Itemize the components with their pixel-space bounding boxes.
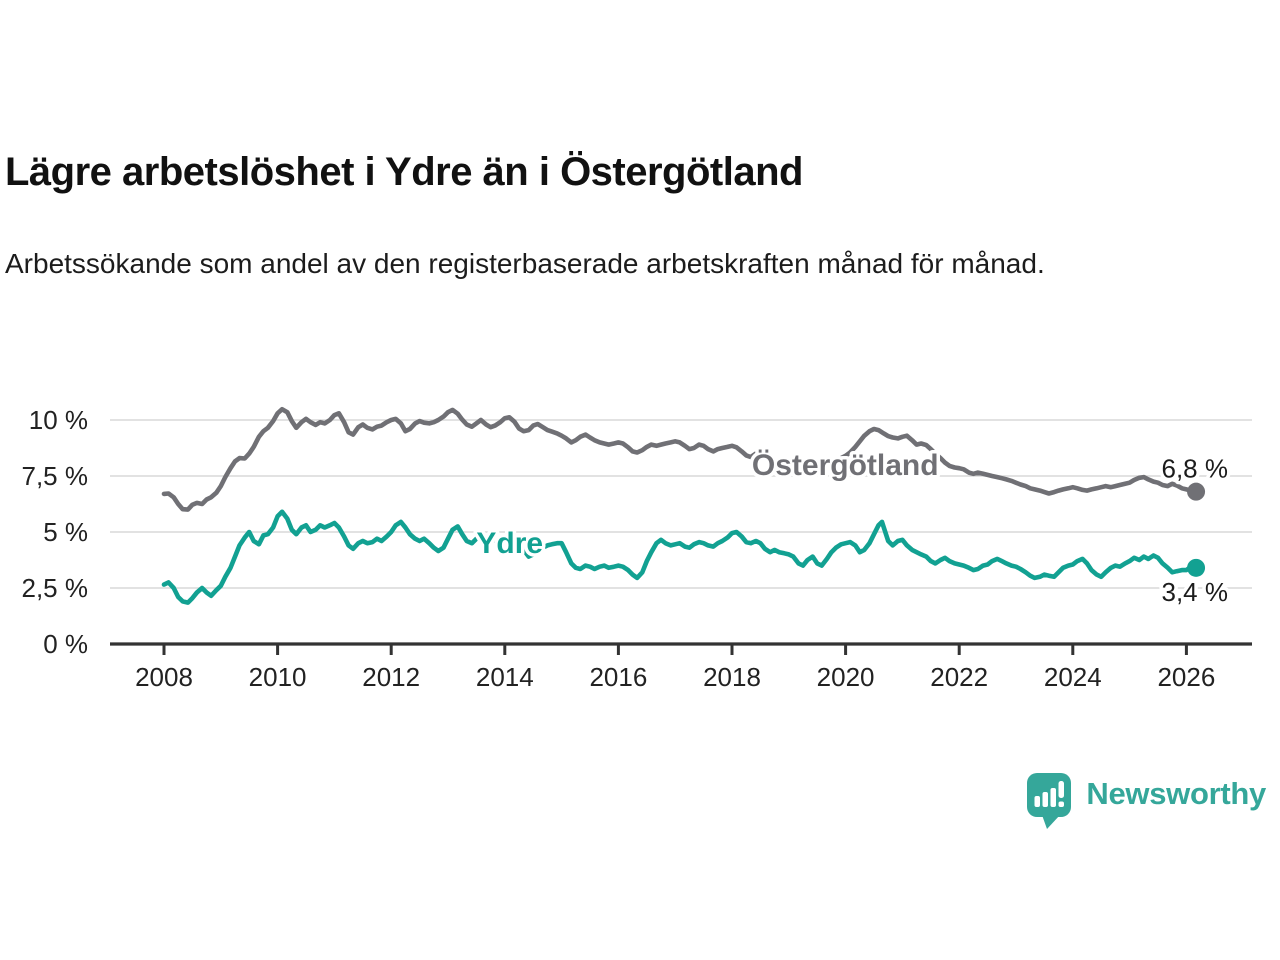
y-axis-tick-label: 2,5 % bbox=[22, 573, 89, 603]
y-axis-tick-label: 0 % bbox=[43, 629, 88, 659]
x-axis-tick-label: 2026 bbox=[1157, 662, 1215, 692]
x-axis-tick-label: 2022 bbox=[930, 662, 988, 692]
x-axis-tick-label: 2020 bbox=[817, 662, 875, 692]
x-axis-tick-label: 2010 bbox=[249, 662, 307, 692]
newsworthy-wordmark: Newsworthy bbox=[1086, 776, 1266, 811]
line-chart-canvas: 0 % 2,5 % 5 % 7,5 % 10 % Östergötland Ydre 2008… bbox=[22, 405, 1252, 692]
y-axis-tick-label: 10 % bbox=[29, 405, 88, 435]
x-axis-tick-label: 2018 bbox=[703, 662, 761, 692]
series-end-dot-östergötland bbox=[1187, 482, 1206, 501]
series-end-dot-ydre bbox=[1187, 558, 1206, 577]
newsworthy-logo[interactable]: Newsworthy bbox=[1026, 772, 1266, 830]
page-title: Lägre arbetslöshet i Ydre än i Östergötl… bbox=[5, 150, 803, 194]
series-label-ydre: Ydre bbox=[476, 527, 543, 560]
x-axis-tick-label: 2014 bbox=[476, 662, 534, 692]
y-axis-tick-label: 5 % bbox=[43, 517, 88, 547]
series-label-östergötland: Östergötland bbox=[752, 449, 939, 482]
unemployment-line-chart: 0 % 2,5 % 5 % 7,5 % 10 % Östergötland Ydre 2008… bbox=[0, 380, 1280, 720]
chart-subtitle: Arbetssökande som andel av den registerb… bbox=[5, 248, 1045, 279]
x-axis-tick-label: 2012 bbox=[362, 662, 420, 692]
series-end-value-östergötland: 6,8 % bbox=[1162, 454, 1229, 484]
series-line-östergötland bbox=[161, 406, 1199, 512]
series-end-value-ydre: 3,4 % bbox=[1162, 577, 1229, 607]
series-line-ydre bbox=[161, 509, 1199, 605]
newsworthy-icon bbox=[1027, 773, 1072, 829]
y-axis-tick-label: 7,5 % bbox=[22, 461, 89, 491]
x-axis-tick-label: 2016 bbox=[589, 662, 647, 692]
x-axis-tick-label: 2024 bbox=[1044, 662, 1102, 692]
x-axis-tick-label: 2008 bbox=[135, 662, 193, 692]
